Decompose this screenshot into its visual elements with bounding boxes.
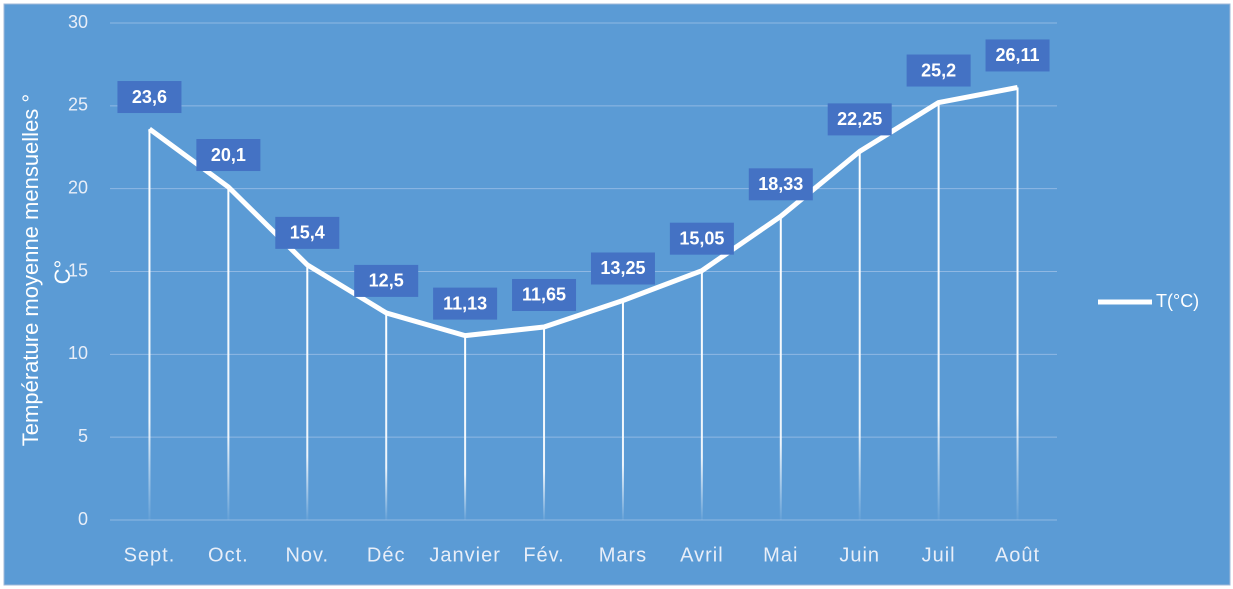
x-tick-label: Déc: [367, 544, 406, 566]
data-label: 23,6: [132, 87, 167, 107]
x-tick-label: Janvier: [429, 544, 500, 566]
x-tick-label: Août: [995, 544, 1040, 566]
data-label-box: [512, 278, 577, 311]
chart-background: [3, 3, 1231, 586]
drop-line: [1016, 87, 1019, 520]
drop-line: [621, 300, 624, 520]
x-tick-label: Mars: [599, 544, 647, 566]
drop-line: [464, 335, 467, 520]
drop-line: [385, 312, 388, 520]
y-axis-label-line: Température moyenne mensuelles °: [18, 94, 43, 446]
drop-line: [227, 187, 230, 520]
drop-line: [543, 326, 546, 520]
x-tick-label: Oct.: [208, 544, 249, 566]
drop-line: [858, 151, 861, 520]
data-label: 20,1: [211, 145, 246, 165]
y-axis-label: Température moyenne mensuelles ° C°: [18, 94, 75, 446]
data-label-box: [196, 139, 261, 172]
x-tick-label: Fév.: [523, 544, 564, 566]
x-tick-label: Sept.: [124, 544, 176, 566]
data-label: 22,25: [837, 109, 882, 129]
data-label-box: [117, 81, 182, 114]
drop-line: [779, 216, 782, 520]
data-label-box: [275, 216, 340, 249]
y-tick-label: 30: [68, 12, 88, 32]
y-tick-label: 25: [68, 95, 88, 115]
data-label-box: [985, 39, 1050, 72]
data-label-box: [748, 168, 813, 201]
data-label: 15,05: [679, 228, 724, 248]
y-tick-label: 5: [78, 426, 88, 446]
x-tick-label: Mai: [763, 544, 798, 566]
data-label-box: [354, 264, 419, 297]
data-label: 13,25: [600, 258, 645, 278]
drop-line: [148, 129, 151, 520]
data-label: 15,4: [290, 223, 325, 243]
data-label: 12,5: [369, 271, 404, 291]
legend-label: T(°C): [1156, 291, 1199, 311]
x-tick-label: Juil: [922, 544, 956, 566]
drop-line: [306, 264, 309, 520]
data-label-box: [433, 287, 498, 320]
drop-line: [937, 102, 940, 521]
x-tick-label: Juin: [839, 544, 880, 566]
data-label: 11,65: [522, 285, 566, 305]
y-tick-label: 10: [68, 343, 88, 363]
data-label-box: [590, 252, 655, 285]
x-tick-label: Avril: [680, 544, 724, 566]
data-label-box: [827, 103, 892, 136]
data-label-box: [669, 222, 734, 255]
data-label: 25,2: [921, 60, 956, 80]
y-tick-label: 20: [68, 177, 88, 197]
y-tick-label: 0: [78, 509, 88, 529]
data-label: 26,11: [996, 45, 1040, 65]
data-label: 11,13: [443, 293, 487, 313]
data-label-box: [906, 54, 971, 87]
y-axis-label-line: C°: [50, 260, 75, 285]
y-tick-label: 15: [68, 260, 88, 280]
x-tick-label: Nov.: [285, 544, 329, 566]
line: [147, 84, 1019, 339]
drop-line: [700, 270, 703, 520]
data-label: 18,33: [758, 174, 803, 194]
